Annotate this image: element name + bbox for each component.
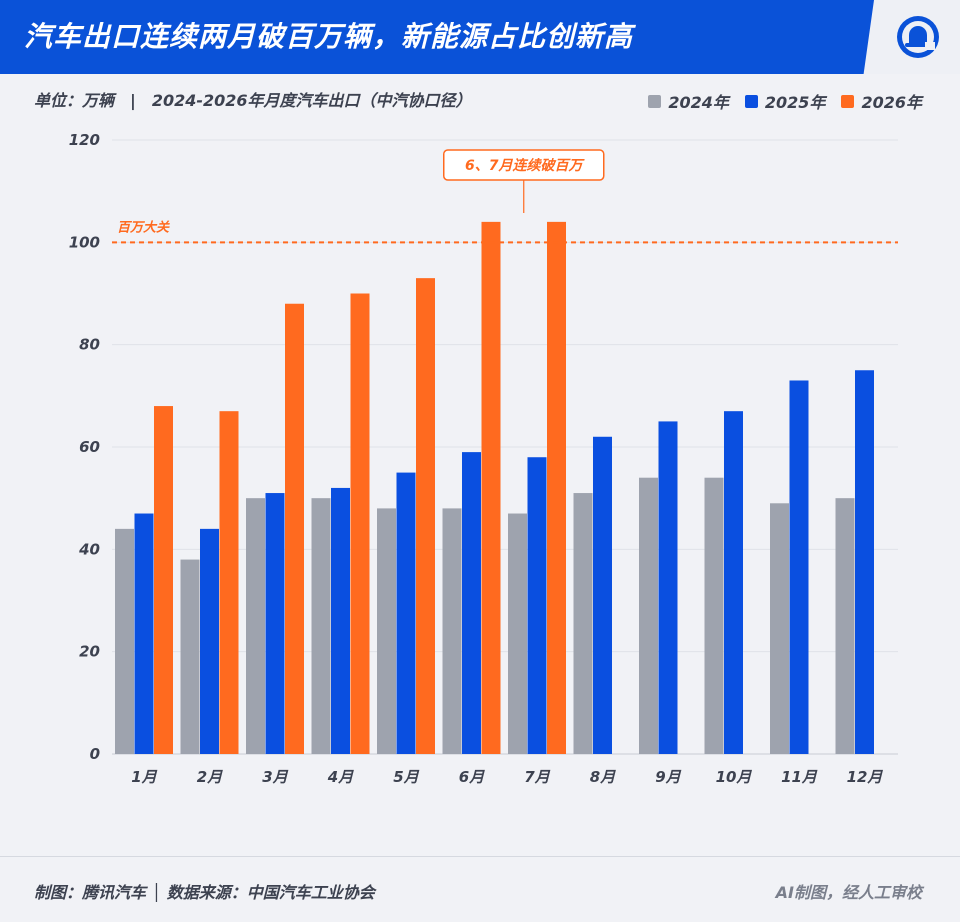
- bar-2026年-6月: [481, 221, 501, 754]
- x-tick-label: 7月: [524, 768, 550, 786]
- bar-2026年-5月: [416, 278, 435, 754]
- chart-subtitle: 单位：万辆 | 2024-2026年月度汽车出口（中汽协口径）: [34, 91, 472, 110]
- legend-swatch-2025: [744, 94, 758, 108]
- bar-2025年-2月: [200, 528, 219, 754]
- bar-2024年-4月: [311, 498, 331, 754]
- bar-2025年-6月: [462, 452, 481, 754]
- bar-2025年-7月: [527, 457, 547, 754]
- bar-2025年-1月: [134, 513, 154, 754]
- x-tick-label: 8月: [590, 768, 616, 786]
- legend-item-2024: 2024年: [648, 89, 729, 113]
- x-tick-label: 1月: [131, 768, 157, 786]
- bar-2024年-11月: [770, 503, 789, 754]
- chart-legend: 2024年 2025年 2026年: [632, 88, 922, 114]
- y-tick-label: 0: [90, 745, 100, 763]
- x-tick-label: 10月: [716, 768, 753, 786]
- legend-item-2026: 2026年: [841, 89, 922, 113]
- x-tick-label: 4月: [327, 768, 354, 786]
- bar-2025年-8月: [593, 436, 612, 754]
- y-tick-label: 60: [79, 438, 100, 456]
- bar-2025年-9月: [658, 421, 678, 754]
- y-tick-label: 100: [69, 233, 100, 251]
- bar-2026年-7月: [547, 221, 566, 754]
- header-bar: 汽车出口连续两月破百万辆，新能源占比创新高: [0, 0, 960, 74]
- bar-2024年-12月: [835, 498, 855, 754]
- bar-2025年-11月: [789, 380, 809, 754]
- bar-2024年-2月: [180, 559, 200, 754]
- bell-icon: [897, 16, 939, 58]
- x-tick-label: 2月: [197, 768, 223, 786]
- bar-2026年-4月: [350, 293, 370, 754]
- legend-swatch-2024: [648, 94, 662, 108]
- bar-2024年-5月: [377, 508, 396, 754]
- legend-item-2025: 2025年: [744, 89, 826, 113]
- x-tick-label: 12月: [847, 768, 884, 786]
- bar-2026年-2月: [219, 411, 239, 754]
- x-tick-label: 6月: [459, 768, 485, 786]
- x-tick-label: 9月: [655, 768, 681, 786]
- bar-2025年-5月: [396, 472, 416, 754]
- bar-2026年-1月: [154, 406, 173, 754]
- legend-swatch-2026: [841, 94, 855, 108]
- bar-2024年-10月: [704, 477, 724, 754]
- y-tick-label: 40: [78, 540, 100, 558]
- y-tick-label: 20: [79, 643, 100, 661]
- y-tick-label: 80: [79, 336, 100, 354]
- bar-2024年-3月: [246, 498, 265, 754]
- annotation-label: 6、7月连续破百万: [465, 157, 585, 174]
- bar-2024年-6月: [442, 508, 462, 754]
- footer-credit: 制图：腾讯汽车 │ 数据来源：中国汽车工业协会: [34, 883, 375, 902]
- x-tick-label: 11月: [781, 768, 818, 786]
- bar-2024年-8月: [573, 493, 593, 754]
- bar-2025年-12月: [855, 370, 874, 754]
- legend-label-2025: 2025年: [764, 93, 826, 112]
- footer-divider: [0, 856, 960, 857]
- legend-label-2026: 2026年: [861, 93, 922, 112]
- bar-2024年-9月: [639, 477, 658, 754]
- footer-note: AI制图，经人工审校: [775, 883, 922, 902]
- y-tick-label: 120: [69, 131, 100, 149]
- x-tick-label: 5月: [393, 768, 419, 786]
- bar-2026年-3月: [285, 303, 304, 754]
- bar-2024年-1月: [115, 528, 134, 754]
- bar-2025年-10月: [724, 411, 743, 754]
- bar-2025年-3月: [265, 493, 285, 754]
- page-title: 汽车出口连续两月破百万辆，新能源占比创新高: [24, 20, 634, 53]
- x-tick-label: 3月: [262, 768, 288, 786]
- reference-line-label: 百万大关: [117, 219, 170, 235]
- bar-2024年-7月: [508, 513, 527, 754]
- legend-label-2024: 2024年: [668, 93, 729, 112]
- bar-2025年-4月: [331, 487, 350, 754]
